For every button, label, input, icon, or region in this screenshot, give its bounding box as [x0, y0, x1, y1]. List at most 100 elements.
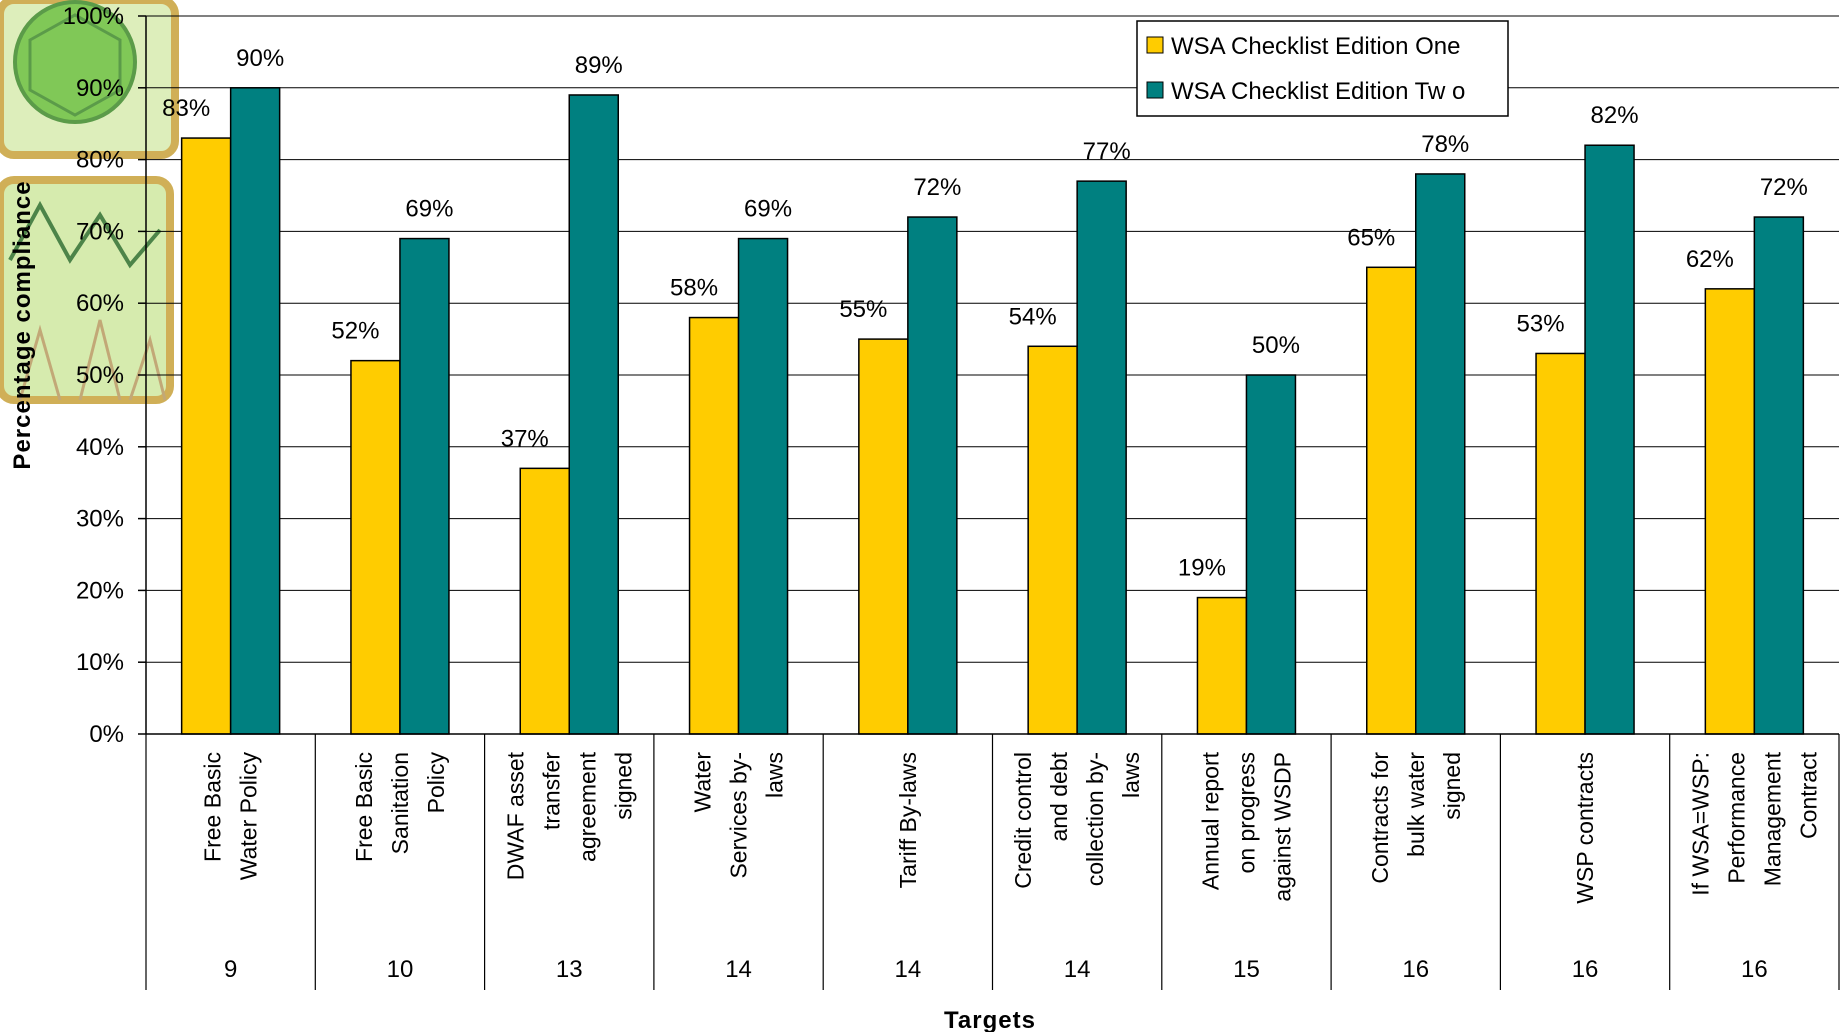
category-label: Tariff By-laws [895, 752, 921, 888]
bar-edition-two [568, 94, 619, 735]
data-label: 55% [839, 296, 887, 323]
data-label: 52% [331, 318, 379, 345]
category-label: signed [610, 752, 636, 820]
y-tick-label: 50% [76, 362, 124, 389]
data-label: 19% [1178, 555, 1226, 582]
y-tick-label: 10% [76, 649, 124, 676]
bar-edition-two [1584, 144, 1635, 735]
category-label: transfer [538, 752, 564, 830]
category-label: Contract [1795, 751, 1821, 839]
category-label: Management [1759, 751, 1785, 886]
y-tick-label: 90% [76, 75, 124, 102]
data-label: 90% [236, 45, 284, 72]
bar-edition-one [180, 137, 232, 735]
y-tick-label: 20% [76, 577, 124, 604]
y-tick-label: 0% [89, 721, 124, 748]
bar-edition-one [519, 467, 570, 735]
bar-edition-one [1704, 288, 1756, 735]
legend-label-edition-two: WSA Checklist Edition Tw o [1171, 78, 1465, 105]
x-axis-title: Targets [944, 1007, 1036, 1032]
bar-labels: 83% 52% 37% 58% 55% 54% 19% 65% 53% 62% 90% 69% 89% 6… [162, 45, 1808, 582]
target-number: 14 [894, 956, 921, 983]
category-label: bulk water [1403, 752, 1429, 857]
category-label: Annual report [1197, 751, 1223, 890]
category-label: against WSDP [1269, 752, 1295, 902]
category-label: signed [1439, 752, 1465, 820]
legend-label-edition-one: WSA Checklist Edition One [1171, 33, 1460, 60]
bar-edition-one [1196, 596, 1248, 735]
category-label: Water Policy [236, 752, 262, 881]
bar-edition-two [1076, 180, 1127, 735]
data-label: 58% [670, 275, 718, 302]
category-label: Contracts for [1367, 752, 1393, 884]
bar-edition-one [688, 316, 740, 735]
data-label: 50% [1252, 332, 1300, 359]
bar-edition-two [1753, 216, 1805, 735]
category-label: Sanitation [387, 752, 413, 854]
legend-swatch-edition-one [1146, 36, 1164, 54]
bar-edition-one [1535, 352, 1586, 735]
data-label: 72% [1760, 174, 1808, 201]
bar-edition-two [1245, 374, 1297, 735]
target-number: 14 [725, 956, 752, 983]
data-label: 77% [1083, 138, 1131, 165]
legend-swatch-edition-two [1146, 81, 1164, 99]
bar-edition-two [399, 237, 450, 735]
target-number: 16 [1741, 956, 1768, 983]
bar-edition-two [229, 87, 281, 735]
category-label: Services by- [726, 752, 752, 879]
data-label: 72% [913, 174, 961, 201]
category-label: agreement [574, 751, 600, 862]
target-number: 10 [387, 956, 414, 983]
bars [180, 87, 1805, 735]
category-label: laws [1118, 752, 1144, 798]
data-label: 69% [744, 196, 792, 223]
data-label: 82% [1591, 102, 1639, 129]
data-label: 54% [1009, 303, 1057, 330]
y-tick-label: 60% [76, 290, 124, 317]
bar-edition-two [1415, 173, 1466, 735]
y-tick-label: 70% [76, 218, 124, 245]
target-number: 9 [224, 956, 237, 983]
bar-edition-two [907, 216, 958, 735]
data-label: 89% [575, 52, 623, 79]
target-number: 13 [556, 956, 583, 983]
category-label: Credit control [1010, 752, 1036, 889]
target-number: 16 [1402, 956, 1429, 983]
category-label: DWAF asset [502, 751, 528, 880]
bar-edition-one [858, 338, 909, 735]
category-label: on progress [1233, 752, 1259, 873]
y-tick-label: 80% [76, 147, 124, 174]
category-label: laws [762, 752, 788, 798]
data-label: 83% [162, 95, 210, 122]
category-label: Free Basic [200, 752, 226, 862]
category-labels: Free Basic Water Policy 9 Free Basic Sanitat… [200, 751, 1822, 983]
target-number: 15 [1233, 956, 1260, 983]
bar-edition-two [737, 237, 789, 735]
category-label: Policy [423, 752, 449, 814]
bar-edition-one [1366, 266, 1417, 735]
category-label: collection by- [1082, 752, 1108, 886]
data-label: 69% [405, 196, 453, 223]
y-tick-label: 40% [76, 434, 124, 461]
category-label: WSP contracts [1572, 752, 1598, 904]
data-label: 78% [1421, 131, 1469, 158]
axes [145, 16, 1840, 990]
data-label: 53% [1517, 310, 1565, 337]
y-tick-label: 100% [63, 3, 124, 30]
data-label: 65% [1347, 224, 1395, 251]
logo-emblem [0, 0, 179, 404]
category-label: Performance [1723, 752, 1749, 884]
legend: WSA Checklist Edition One WSA Checklist … [1136, 20, 1509, 117]
target-number: 16 [1572, 956, 1599, 983]
category-label: If WSA=WSP: [1687, 752, 1713, 896]
category-label: Water [690, 752, 716, 813]
bar-edition-one [350, 359, 401, 735]
legend-box [1136, 20, 1509, 117]
category-label: Free Basic [351, 752, 377, 862]
data-label: 37% [501, 425, 549, 452]
y-tick-labels: 0% 10% 20% 30% 40% 50% 60% 70% 80% 90% 100% [63, 3, 124, 748]
target-number: 14 [1064, 956, 1091, 983]
category-label: and debt [1046, 751, 1072, 841]
